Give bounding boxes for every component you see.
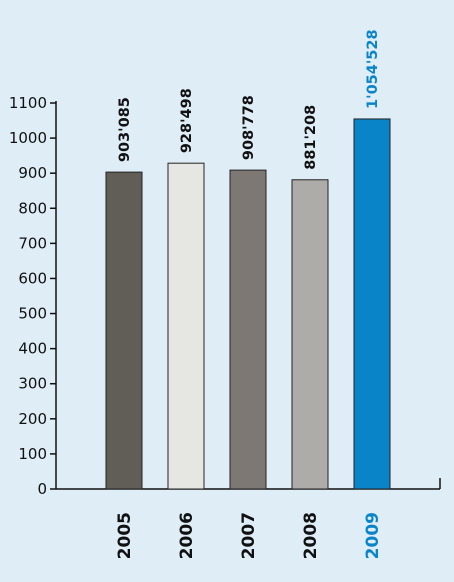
y-tick-label: 900 <box>18 164 47 182</box>
y-tick-label: 400 <box>18 340 47 358</box>
y-tick-label: 700 <box>18 234 47 252</box>
y-tick-label: 500 <box>18 305 47 323</box>
y-tick-label: 0 <box>37 480 47 498</box>
category-label-2008: 2008 <box>301 512 321 559</box>
y-tick-label: 100 <box>18 445 47 463</box>
y-tick-label: 1100 <box>9 94 47 112</box>
bar-2007 <box>229 169 267 490</box>
y-tick-label: 1000 <box>9 129 47 147</box>
y-tick-label: 600 <box>18 269 47 287</box>
value-label-2008: 881'208 <box>303 105 319 170</box>
bar-2005 <box>105 171 143 490</box>
y-tick-label: 300 <box>18 375 47 393</box>
category-label-2005: 2005 <box>115 512 135 559</box>
bar-2006 <box>167 162 205 490</box>
value-labels: 903'085 928'498 908'778 881'208 1'054'528 <box>117 29 381 169</box>
category-labels: 2005 2006 2007 2008 2009 <box>115 512 383 559</box>
category-label-2006: 2006 <box>177 512 197 559</box>
category-label-2007: 2007 <box>239 512 259 559</box>
category-label-2009: 2009 <box>363 512 383 559</box>
y-tick-label: 800 <box>18 199 47 217</box>
y-tick-label: 200 <box>18 410 47 428</box>
value-label-2005: 903'085 <box>117 97 133 162</box>
value-label-2007: 908'778 <box>241 95 257 160</box>
y-axis-ticks: 0 100 200 300 400 500 600 700 800 900 1000 1100 <box>9 94 56 498</box>
value-label-2006: 928'498 <box>179 88 195 153</box>
bars <box>105 118 391 490</box>
value-label-2009: 1'054'528 <box>365 29 381 109</box>
bar-2008 <box>291 179 329 490</box>
bar-2009 <box>353 118 391 490</box>
